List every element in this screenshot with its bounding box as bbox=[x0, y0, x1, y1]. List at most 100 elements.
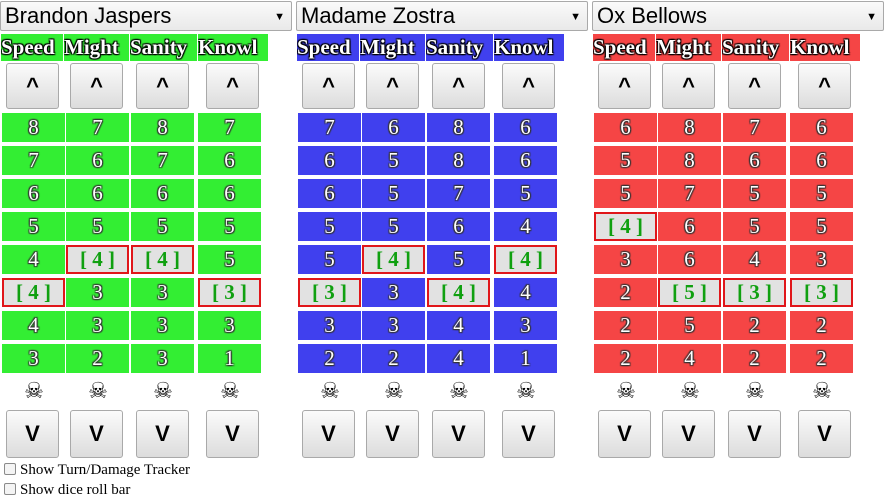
stat-value[interactable]: 5 bbox=[2, 212, 65, 241]
stat-value[interactable]: 3 bbox=[790, 245, 853, 274]
stat-value[interactable]: 7 bbox=[2, 146, 65, 175]
decrease-might-button[interactable]: V bbox=[366, 410, 419, 458]
stat-value[interactable]: 6 bbox=[66, 179, 129, 208]
increase-sanity-button[interactable]: ^ bbox=[432, 63, 485, 109]
stat-value[interactable]: 6 bbox=[494, 113, 557, 142]
stat-value[interactable]: 3 bbox=[131, 311, 194, 340]
stat-value[interactable]: 5 bbox=[298, 245, 361, 274]
stat-value[interactable]: 6 bbox=[131, 179, 194, 208]
stat-value[interactable]: 3 bbox=[362, 311, 425, 340]
increase-sanity-button[interactable]: ^ bbox=[136, 63, 189, 109]
decrease-might-button[interactable]: V bbox=[662, 410, 715, 458]
stat-value[interactable]: 6 bbox=[427, 212, 490, 241]
stat-value[interactable]: 5 bbox=[427, 245, 490, 274]
stat-value[interactable]: 5 bbox=[198, 245, 261, 274]
increase-speed-button[interactable]: ^ bbox=[6, 63, 59, 109]
stat-value-current[interactable]: [ 3 ] bbox=[790, 278, 853, 307]
stat-value[interactable]: 3 bbox=[198, 311, 261, 340]
stat-value[interactable]: 7 bbox=[723, 113, 786, 142]
stat-value[interactable]: 5 bbox=[658, 311, 721, 340]
stat-value[interactable]: 2 bbox=[594, 344, 657, 373]
stat-value[interactable]: 6 bbox=[66, 146, 129, 175]
increase-might-button[interactable]: ^ bbox=[366, 63, 419, 109]
stat-value[interactable]: 5 bbox=[494, 179, 557, 208]
stat-value[interactable]: 8 bbox=[658, 113, 721, 142]
decrease-speed-button[interactable]: V bbox=[302, 410, 355, 458]
stat-value[interactable]: 6 bbox=[658, 212, 721, 241]
increase-might-button[interactable]: ^ bbox=[662, 63, 715, 109]
stat-value-current[interactable]: [ 4 ] bbox=[2, 278, 65, 307]
stat-value[interactable]: 8 bbox=[427, 113, 490, 142]
turn-damage-tracker-checkbox[interactable] bbox=[4, 462, 16, 475]
stat-value[interactable]: 4 bbox=[427, 344, 490, 373]
stat-value[interactable]: 6 bbox=[658, 245, 721, 274]
stat-value[interactable]: 2 bbox=[790, 344, 853, 373]
stat-value[interactable]: 7 bbox=[66, 113, 129, 142]
decrease-speed-button[interactable]: V bbox=[6, 410, 59, 458]
increase-knowl-button[interactable]: ^ bbox=[798, 63, 851, 109]
stat-value[interactable]: 4 bbox=[2, 245, 65, 274]
increase-sanity-button[interactable]: ^ bbox=[728, 63, 781, 109]
stat-value[interactable]: 5 bbox=[198, 212, 261, 241]
stat-value[interactable]: 8 bbox=[658, 146, 721, 175]
stat-value[interactable]: 2 bbox=[66, 344, 129, 373]
stat-value[interactable]: 6 bbox=[594, 113, 657, 142]
stat-value[interactable]: 5 bbox=[362, 179, 425, 208]
stat-value[interactable]: 4 bbox=[494, 278, 557, 307]
increase-knowl-button[interactable]: ^ bbox=[502, 63, 555, 109]
decrease-knowl-button[interactable]: V bbox=[206, 410, 259, 458]
stat-value[interactable]: 6 bbox=[198, 146, 261, 175]
decrease-sanity-button[interactable]: V bbox=[432, 410, 485, 458]
stat-value[interactable]: 7 bbox=[131, 146, 194, 175]
stat-value[interactable]: 2 bbox=[362, 344, 425, 373]
stat-value[interactable]: 2 bbox=[723, 344, 786, 373]
stat-value[interactable]: 3 bbox=[594, 245, 657, 274]
decrease-speed-button[interactable]: V bbox=[598, 410, 651, 458]
stat-value[interactable]: 4 bbox=[658, 344, 721, 373]
stat-value-current[interactable]: [ 4 ] bbox=[66, 245, 129, 274]
stat-value[interactable]: 5 bbox=[131, 212, 194, 241]
stat-value-current[interactable]: [ 4 ] bbox=[362, 245, 425, 274]
stat-value[interactable]: 2 bbox=[723, 311, 786, 340]
stat-value[interactable]: 8 bbox=[131, 113, 194, 142]
stat-value[interactable]: 5 bbox=[298, 212, 361, 241]
stat-value-current[interactable]: [ 3 ] bbox=[723, 278, 786, 307]
stat-value[interactable]: 4 bbox=[427, 311, 490, 340]
stat-value[interactable]: 1 bbox=[494, 344, 557, 373]
stat-value[interactable]: 3 bbox=[131, 344, 194, 373]
stat-value[interactable]: 5 bbox=[723, 179, 786, 208]
decrease-knowl-button[interactable]: V bbox=[798, 410, 851, 458]
stat-value[interactable]: 6 bbox=[494, 146, 557, 175]
stat-value[interactable]: 2 bbox=[298, 344, 361, 373]
stat-value[interactable]: 5 bbox=[362, 212, 425, 241]
stat-value[interactable]: 6 bbox=[790, 146, 853, 175]
stat-value-current[interactable]: [ 4 ] bbox=[131, 245, 194, 274]
stat-value-current[interactable]: [ 4 ] bbox=[494, 245, 557, 274]
stat-value[interactable]: 3 bbox=[66, 278, 129, 307]
stat-value[interactable]: 2 bbox=[594, 311, 657, 340]
stat-value[interactable]: 6 bbox=[723, 146, 786, 175]
stat-value[interactable]: 7 bbox=[198, 113, 261, 142]
option-dice-roll-bar[interactable]: Show dice roll bar bbox=[4, 480, 130, 500]
increase-might-button[interactable]: ^ bbox=[70, 63, 123, 109]
stat-value[interactable]: 8 bbox=[2, 113, 65, 142]
dice-roll-bar-checkbox[interactable] bbox=[4, 482, 16, 495]
stat-value-current[interactable]: [ 3 ] bbox=[298, 278, 361, 307]
stat-value-current[interactable]: [ 5 ] bbox=[658, 278, 721, 307]
stat-value[interactable]: 3 bbox=[362, 278, 425, 307]
increase-knowl-button[interactable]: ^ bbox=[206, 63, 259, 109]
stat-value[interactable]: 3 bbox=[131, 278, 194, 307]
stat-value[interactable]: 6 bbox=[2, 179, 65, 208]
character-select[interactable]: Ox Bellows ▼ bbox=[592, 1, 884, 31]
stat-value[interactable]: 4 bbox=[2, 311, 65, 340]
stat-value[interactable]: 7 bbox=[427, 179, 490, 208]
increase-speed-button[interactable]: ^ bbox=[598, 63, 651, 109]
decrease-might-button[interactable]: V bbox=[70, 410, 123, 458]
decrease-sanity-button[interactable]: V bbox=[728, 410, 781, 458]
stat-value-current[interactable]: [ 4 ] bbox=[594, 212, 657, 241]
stat-value[interactable]: 4 bbox=[494, 212, 557, 241]
stat-value[interactable]: 2 bbox=[594, 278, 657, 307]
stat-value[interactable]: 5 bbox=[594, 179, 657, 208]
stat-value[interactable]: 2 bbox=[790, 311, 853, 340]
stat-value[interactable]: 4 bbox=[723, 245, 786, 274]
